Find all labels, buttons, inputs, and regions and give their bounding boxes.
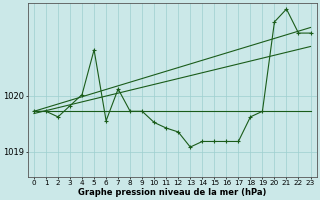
X-axis label: Graphe pression niveau de la mer (hPa): Graphe pression niveau de la mer (hPa) [78,188,267,197]
